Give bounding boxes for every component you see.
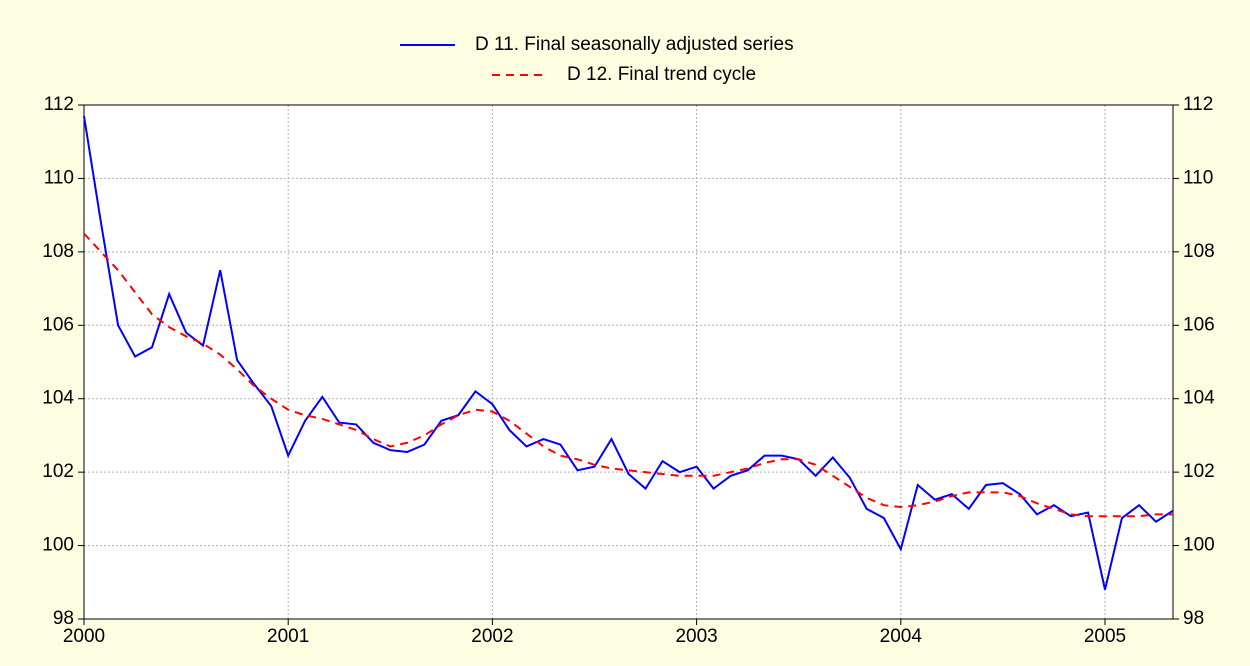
y2-tick-label: 100 — [1183, 535, 1215, 556]
y-tick-label: 98 — [53, 608, 74, 629]
y2-tick-label: 104 — [1183, 388, 1215, 409]
y-tick-label: 106 — [42, 314, 74, 335]
x-tick-label: 2003 — [675, 626, 717, 647]
y2-tick-label: 102 — [1183, 461, 1215, 482]
y-tick-label: 102 — [42, 461, 74, 482]
plot-frame — [83, 104, 1174, 620]
legend-label: D 12. Final trend cycle — [567, 64, 756, 85]
y-tick-label: 100 — [42, 535, 74, 556]
y2-tick-label: 110 — [1183, 167, 1213, 188]
legend-label: D 11. Final seasonally adjusted series — [475, 34, 794, 55]
x-tick-label: 2005 — [1084, 626, 1126, 647]
y-tick-label: 104 — [42, 388, 74, 409]
y2-tick-label: 98 — [1183, 608, 1204, 629]
x-tick-label: 2000 — [63, 626, 105, 647]
y2-tick-label: 108 — [1183, 241, 1215, 262]
plot-area — [84, 105, 1173, 619]
y-tick-label: 112 — [44, 94, 74, 115]
x-tick-label: 2001 — [267, 626, 309, 647]
x-tick-label: 2004 — [880, 626, 923, 647]
y-tick-label: 108 — [42, 241, 74, 262]
x-tick-label: 2002 — [471, 626, 513, 647]
y-tick-label: 110 — [44, 167, 74, 188]
y2-tick-label: 112 — [1183, 94, 1213, 115]
y2-tick-label: 106 — [1183, 314, 1215, 335]
series-line — [83, 232, 1173, 518]
series-line — [83, 115, 1174, 590]
